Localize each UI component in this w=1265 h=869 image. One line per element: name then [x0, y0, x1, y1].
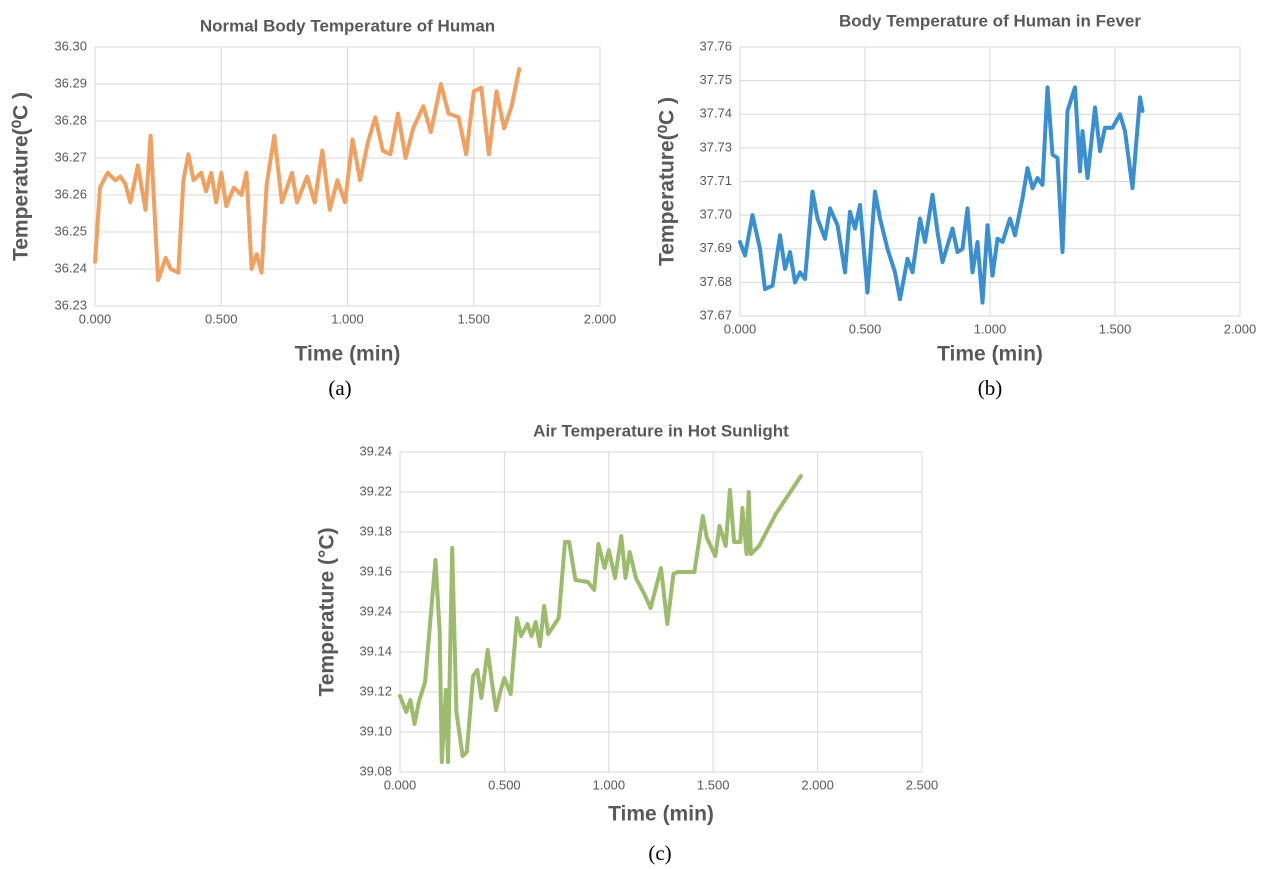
y-tick-label: 39.24	[359, 603, 392, 618]
data-line	[398, 474, 803, 764]
y-tick-label: 37.68	[699, 274, 732, 289]
x-tick-label: 0.000	[724, 321, 757, 336]
x-axis-title: Time (min)	[295, 343, 401, 366]
chart-title: Normal Body Temperature of Human	[200, 16, 495, 35]
caption: (b)	[978, 376, 1003, 400]
y-tick-label: 39.08	[359, 763, 392, 778]
x-tick-label: 1.500	[1099, 321, 1132, 336]
y-tick-label: 36.28	[54, 112, 87, 127]
y-tick-label: 39.22	[359, 483, 392, 498]
x-tick-label: 0.500	[849, 321, 882, 336]
x-tick-label: 1.500	[457, 311, 490, 326]
caption: (a)	[328, 376, 351, 400]
data-line	[93, 67, 522, 283]
x-tick-label: 2.500	[906, 777, 939, 792]
y-tick-label: 37.69	[699, 240, 732, 255]
caption: (c)	[648, 841, 671, 865]
data-line	[738, 85, 1145, 305]
x-tick-label: 1.000	[974, 321, 1007, 336]
x-tick-label: 2.000	[1224, 321, 1257, 336]
x-tick-label: 1.000	[331, 311, 364, 326]
y-tick-label: 37.70	[699, 207, 732, 222]
x-tick-label: 1.000	[593, 777, 626, 792]
y-tick-label: 39.14	[359, 643, 392, 658]
x-tick-label: 0.500	[205, 311, 238, 326]
y-tick-label: 36.26	[54, 186, 87, 201]
x-tick-label: 0.000	[79, 311, 112, 326]
y-axis-title: Temperature(⁰C )	[10, 92, 33, 261]
y-tick-label: 37.71	[699, 173, 732, 188]
y-tick-label: 39.10	[359, 723, 392, 738]
y-tick-label: 36.25	[54, 223, 87, 238]
y-tick-label: 37.67	[699, 307, 732, 322]
x-axis-title: Time (min)	[608, 803, 714, 826]
y-tick-label: 37.74	[699, 106, 732, 121]
x-tick-label: 0.500	[488, 777, 521, 792]
y-tick-label: 36.27	[54, 149, 87, 164]
y-tick-label: 37.76	[699, 38, 732, 53]
x-tick-label: 2.000	[584, 311, 617, 326]
y-tick-label: 39.24	[359, 443, 392, 458]
y-tick-label: 39.12	[359, 683, 392, 698]
x-tick-label: 0.000	[384, 777, 417, 792]
y-tick-label: 37.75	[699, 72, 732, 87]
y-tick-label: 37.73	[699, 139, 732, 154]
y-tick-label: 36.24	[54, 260, 87, 275]
x-axis-title: Time (min)	[937, 343, 1043, 366]
y-tick-label: 39.16	[359, 563, 392, 578]
y-tick-label: 39.18	[359, 523, 392, 538]
y-tick-label: 36.29	[54, 75, 87, 90]
y-axis-title: Temperature (°C)	[316, 527, 339, 696]
x-tick-label: 2.000	[801, 777, 834, 792]
chart-title: Air Temperature in Hot Sunlight	[533, 421, 789, 440]
chart-title: Body Temperature of Human in Fever	[839, 11, 1141, 30]
x-tick-label: 1.500	[697, 777, 730, 792]
y-tick-label: 36.30	[54, 38, 87, 53]
y-tick-label: 36.23	[54, 297, 87, 312]
y-axis-title: Temperature(⁰C )	[656, 97, 679, 266]
